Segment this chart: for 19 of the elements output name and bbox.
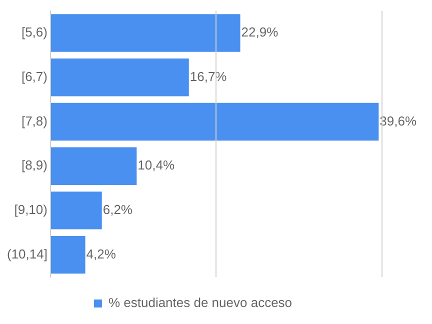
bar: [50, 192, 102, 230]
y-tick-label: [9,10): [14, 202, 48, 218]
data-label: 22,9%: [241, 24, 279, 40]
bar: [50, 147, 137, 185]
data-label: 10,4%: [138, 158, 175, 173]
data-label: 16,7%: [190, 68, 228, 84]
data-label: 6,2%: [102, 202, 133, 218]
data-label: 39,6%: [380, 113, 417, 128]
y-tick-label: [5,6): [21, 24, 48, 40]
data-label: 4,2%: [86, 246, 116, 262]
bar: [50, 102, 379, 141]
legend-label: % estudiantes de nuevo acceso: [108, 295, 292, 310]
bar: [50, 14, 240, 52]
y-tick-label: [6,7): [21, 68, 48, 84]
y-tick-label: [8,9): [21, 158, 48, 173]
bar: [50, 58, 189, 96]
bar: [50, 236, 86, 274]
y-tick-label: (10,14]: [6, 246, 48, 262]
y-tick-label: [7,8): [21, 113, 48, 128]
